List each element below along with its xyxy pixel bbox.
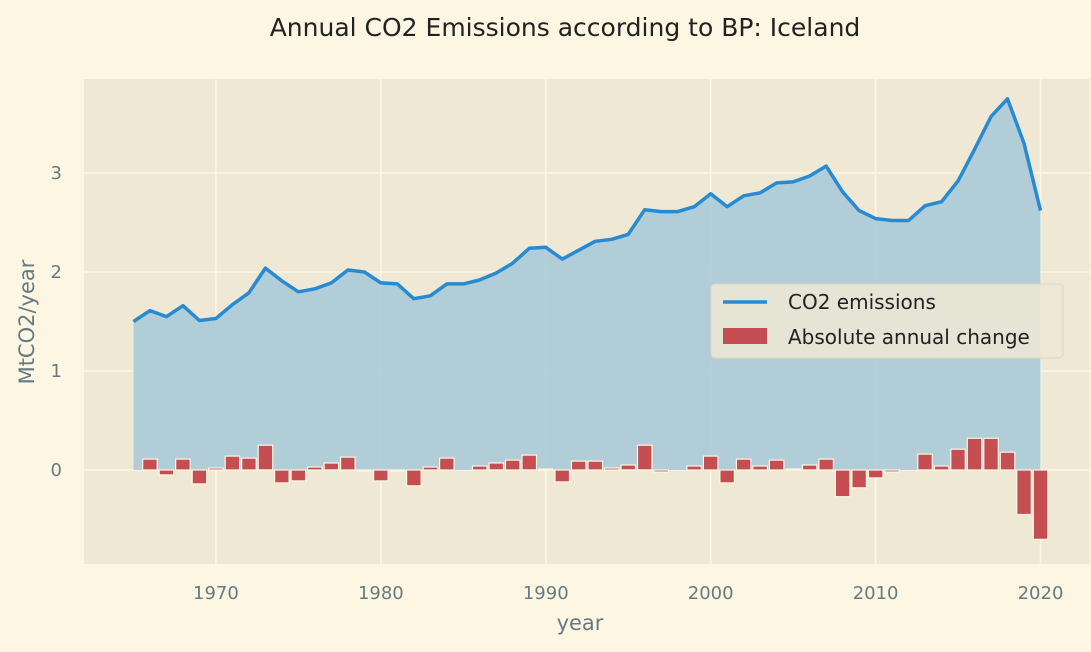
change-bar xyxy=(356,469,373,472)
x-tick-label: 2020 xyxy=(1018,583,1064,604)
change-bar xyxy=(537,468,554,471)
change-bar xyxy=(818,458,835,471)
change-bar xyxy=(636,444,653,471)
x-tick-label: 2000 xyxy=(688,583,734,604)
change-bar xyxy=(867,469,884,479)
y-tick-label: 1 xyxy=(51,361,62,382)
x-axis-ticks: 1970 1980 1990 2000 2010 2020 xyxy=(193,583,1063,604)
change-bar xyxy=(521,454,538,471)
change-bar xyxy=(752,465,769,471)
change-bar xyxy=(719,469,736,484)
change-bar xyxy=(686,465,703,471)
annual-change-bars xyxy=(142,437,1049,540)
legend: CO2 emissions Absolute annual change xyxy=(710,283,1064,359)
change-bar xyxy=(257,444,274,471)
y-tick-label: 0 xyxy=(51,460,62,481)
legend-bar-swatch xyxy=(723,328,767,344)
legend-label-change: Absolute annual change xyxy=(788,325,1030,349)
change-bar xyxy=(620,464,637,471)
change-bar xyxy=(471,465,488,471)
change-bar xyxy=(307,466,323,471)
change-bar xyxy=(373,469,389,482)
change-bar xyxy=(768,459,785,471)
change-bar xyxy=(917,453,933,471)
change-bar xyxy=(999,451,1016,471)
y-tick-label: 3 xyxy=(51,163,62,184)
change-bar xyxy=(851,469,868,489)
change-bar xyxy=(785,468,802,471)
change-bar xyxy=(340,456,356,471)
change-bar xyxy=(554,469,571,483)
legend-box xyxy=(710,283,1064,359)
change-bar xyxy=(241,457,257,471)
change-bar xyxy=(389,469,406,472)
change-bar xyxy=(290,469,307,482)
change-bar xyxy=(208,467,224,471)
change-bar xyxy=(570,460,587,471)
change-bar xyxy=(323,462,340,471)
change-bar xyxy=(224,455,241,471)
change-bar xyxy=(1016,469,1032,516)
x-tick-label: 1980 xyxy=(358,583,404,604)
change-bar xyxy=(274,469,290,484)
change-bar xyxy=(504,459,521,471)
co2-emissions-line xyxy=(132,97,1043,323)
change-bar xyxy=(702,455,719,471)
change-bar xyxy=(175,458,191,471)
change-bar xyxy=(587,460,604,471)
y-axis-ticks: 0 1 2 3 xyxy=(51,163,62,481)
x-axis-label: year xyxy=(557,611,604,635)
legend-label-co2: CO2 emissions xyxy=(788,290,936,314)
x-tick-label: 1970 xyxy=(193,583,239,604)
y-tick-label: 2 xyxy=(51,262,62,283)
change-bar xyxy=(158,469,175,476)
change-bar xyxy=(488,462,505,471)
change-bar xyxy=(950,448,966,471)
change-bar xyxy=(834,469,851,498)
x-tick-label: 2010 xyxy=(853,583,899,604)
change-bar xyxy=(983,437,999,471)
change-bar xyxy=(884,469,900,473)
change-bar xyxy=(653,469,670,473)
change-bar xyxy=(439,457,455,471)
change-bar xyxy=(1032,469,1049,540)
change-bar xyxy=(191,469,208,485)
x-tick-label: 1990 xyxy=(523,583,569,604)
change-bar xyxy=(603,467,620,471)
change-bar xyxy=(966,437,983,471)
change-bar xyxy=(735,458,752,471)
change-bar xyxy=(142,458,158,471)
change-bar xyxy=(422,466,439,471)
change-bar xyxy=(406,469,422,487)
chart-title: Annual CO2 Emissions according to BP: Ic… xyxy=(270,13,861,42)
change-bar xyxy=(933,465,950,471)
change-bar xyxy=(801,464,818,471)
y-axis-label: MtCO2/year xyxy=(15,259,39,384)
co2-area-fill xyxy=(133,98,1041,471)
